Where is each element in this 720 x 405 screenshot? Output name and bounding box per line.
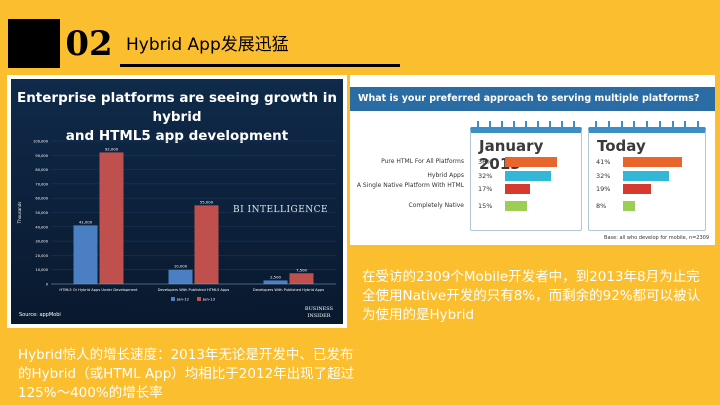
- pct-today: 19%: [596, 185, 611, 193]
- bar-jan-12: [73, 225, 98, 284]
- bar-today: [623, 157, 683, 167]
- y-tick-label: 30,000: [35, 240, 48, 244]
- chart-title-line1: Enterprise platforms are seeing growth i…: [16, 90, 338, 125]
- chart-title: Enterprise platforms are seeing growth i…: [11, 89, 343, 146]
- panel-title-jan-2013: January 2013: [479, 137, 544, 173]
- bar-jan-2013: [505, 201, 527, 211]
- y-tick-label: 80,000: [35, 168, 48, 172]
- title-underline: [120, 64, 400, 67]
- bar-jan-2013: [505, 184, 530, 194]
- y-tick-label: 10,000: [35, 268, 48, 272]
- bar-jan-13: [99, 152, 124, 284]
- bar-jan-12: [168, 269, 193, 284]
- y-axis-label: Thousands: [17, 202, 22, 225]
- legend-label: Jan-12: [176, 297, 190, 302]
- slide-number-block: 02: [8, 19, 118, 68]
- caption-right: 在受访的2309个Mobile开发者中，到2013年8月为止完全使用Native…: [362, 269, 701, 323]
- survey-question: What is your preferred approach to servi…: [350, 87, 715, 111]
- y-tick-label: 90,000: [35, 154, 48, 158]
- logo-line2: INSIDER: [307, 313, 331, 319]
- caption-left: Hybrid惊人的增长速度：2013年无论是开发中、已发布的Hybrid（或HT…: [18, 347, 355, 401]
- category-label: Developers With Published Hybrid Apps: [253, 288, 324, 292]
- bar-today: [623, 184, 651, 194]
- pct-jan-2013: 17%: [478, 185, 493, 193]
- data-label: 7,500: [296, 267, 307, 272]
- data-label: 41,000: [79, 219, 93, 224]
- category-label: HTML5 Or Hybrid Apps Under Development: [59, 288, 138, 292]
- data-label: 55,000: [200, 199, 214, 204]
- slide-number-box: 02: [60, 19, 118, 68]
- y-tick-label: 0: [46, 283, 49, 287]
- base-note: Base: all who develop for mobile, n=2309: [604, 235, 709, 241]
- bi-intelligence-watermark: BI INTELLIGENCE: [233, 205, 329, 215]
- bar-jan-2013: [505, 171, 552, 181]
- bar-jan-13: [194, 205, 219, 284]
- data-label: 92,000: [105, 146, 119, 151]
- chart-source: Source: appMobi: [19, 312, 61, 318]
- row-label: Pure HTML For All Platforms: [381, 158, 464, 165]
- slide-title: Hybrid App发展迅猛: [126, 35, 289, 55]
- pct-jan-2013: 32%: [478, 172, 493, 180]
- bar-today: [623, 201, 635, 211]
- survey-chart-image: What is your preferred approach to servi…: [350, 75, 715, 245]
- pct-today: 32%: [596, 172, 611, 180]
- panel-jan-2013: January 2013: [470, 121, 582, 231]
- bar-jan-13: [289, 273, 314, 284]
- legend-swatch: [171, 297, 175, 301]
- business-insider-logo: BUSINESS INSIDER: [305, 306, 333, 320]
- chart-title-line2: and HTML5 app development: [65, 128, 289, 144]
- panel-title-today: Today: [597, 137, 646, 155]
- bar-jan-12: [263, 280, 288, 284]
- legend-swatch: [197, 297, 201, 301]
- data-label: 2,500: [270, 274, 281, 279]
- category-label: Developers With Published HTML5 Apps: [158, 288, 230, 292]
- y-tick-label: 100,000: [33, 140, 49, 144]
- pct-today: 41%: [596, 158, 611, 166]
- y-tick-label: 50,000: [35, 211, 48, 215]
- legend-label: Jan-13: [202, 297, 216, 302]
- y-tick-label: 20,000: [35, 254, 48, 258]
- binder-rings: [477, 121, 575, 131]
- enterprise-growth-chart-image: Enterprise platforms are seeing growth i…: [7, 75, 347, 328]
- slide-number: 02: [65, 23, 113, 64]
- data-label: 10,000: [174, 264, 188, 269]
- y-tick-label: 70,000: [35, 182, 48, 186]
- y-tick-label: 60,000: [35, 197, 48, 201]
- bar-chart-plot: 0 10,000 20,000 30,000 40,000 50,000 60,000 70,…: [17, 140, 336, 302]
- bar-jan-2013: [505, 157, 558, 167]
- chart-panel: Enterprise platforms are seeing growth i…: [11, 79, 343, 324]
- row-label: Hybrid Apps: [427, 172, 464, 179]
- bar-today: [623, 171, 670, 181]
- pct-jan-2013: 15%: [478, 202, 493, 210]
- slide-title-area: Hybrid App发展迅猛: [120, 30, 400, 67]
- binder-rings: [595, 121, 699, 131]
- row-label: Completely Native: [408, 202, 464, 209]
- row-label: A Single Native Platform With HTML: [356, 182, 464, 189]
- pct-today: 8%: [596, 202, 607, 210]
- y-tick-label: 40,000: [35, 225, 48, 229]
- pct-jan-2013: 36%: [478, 158, 493, 166]
- logo-line1: BUSINESS: [304, 306, 333, 312]
